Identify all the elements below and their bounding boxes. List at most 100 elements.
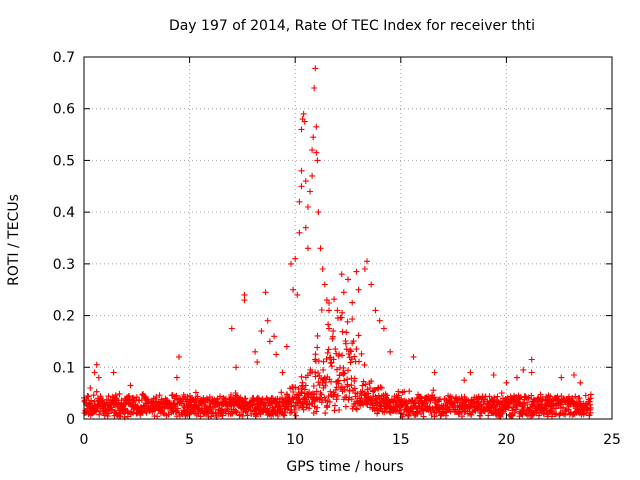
data-point [233,364,240,371]
data-point [281,409,288,416]
data-point [292,384,299,391]
data-point [320,358,327,365]
data-point [344,376,351,383]
data-point [290,286,297,293]
data-point [233,392,240,399]
data-point [95,374,102,381]
data-point [300,110,307,117]
data-point [212,404,219,411]
data-point [327,360,334,367]
data-point [528,369,535,376]
data-point [292,255,299,262]
data-point [368,281,375,288]
data-point [364,386,371,393]
data-point [327,388,334,395]
data-point [358,350,365,357]
x-tick-label: 20 [497,432,515,448]
data-point [334,307,341,314]
data-point [127,382,134,389]
data-point [341,386,348,393]
data-point [331,402,338,409]
data-point [310,383,317,389]
data-point [380,325,387,332]
data-point [522,393,529,400]
data-point [544,397,551,404]
data-point [513,406,520,413]
data-point [468,411,475,418]
data-point [498,390,505,397]
y-tick-label: 0.6 [53,102,75,118]
data-point [304,245,311,252]
data-point [338,271,345,278]
data-point [154,413,161,420]
data-point [258,328,265,335]
data-point [381,409,388,416]
data-point [197,413,204,420]
data-point [485,412,492,419]
x-axis-label: GPS time / hours [286,459,403,475]
data-point [322,410,329,417]
data-point [208,413,215,420]
data-point [349,316,356,323]
data-point [314,157,321,164]
data-point [313,123,320,130]
data-point [560,404,566,411]
data-point [264,317,271,324]
data-point [475,395,482,402]
data-point [321,281,328,288]
data-point [302,382,309,389]
data-point [313,388,320,395]
data-point [552,405,559,412]
data-point [103,396,110,403]
data-point [364,258,370,265]
data-point [572,393,579,400]
data-point [312,373,319,380]
y-tick-label: 0.1 [53,360,75,376]
data-point [587,391,594,398]
data-points [81,65,594,421]
data-point [467,369,474,376]
data-point [406,388,413,395]
data-point [312,351,319,358]
data-point [296,198,303,205]
data-point [307,188,313,195]
data-point [354,390,361,397]
data-point [351,375,358,382]
data-point [136,397,143,404]
data-point [322,382,329,389]
data-point [88,397,95,404]
data-point [266,338,273,345]
grid-lines [84,57,612,419]
data-point [172,393,179,400]
data-point [110,369,117,376]
data-point [325,321,332,328]
data-point [325,346,332,353]
data-point [430,387,437,394]
data-point [276,402,283,409]
data-point [294,291,301,298]
data-point [359,382,366,389]
data-point [153,394,160,400]
data-point [587,404,594,411]
data-point [346,388,353,394]
x-tick-label: 5 [185,432,194,448]
data-point [334,392,341,399]
data-point [279,369,286,376]
data-point [328,363,335,370]
data-point [174,405,181,412]
data-point [498,400,505,407]
data-point [356,358,362,365]
data-point [273,351,280,358]
data-point [504,394,511,401]
data-point [340,289,347,296]
data-point [353,405,359,412]
data-point [293,412,299,419]
data-point [329,333,336,340]
data-point [293,391,300,398]
data-point [365,390,372,397]
data-point [255,395,262,402]
data-point [345,276,351,283]
data-point [418,394,425,401]
data-point [524,399,531,406]
